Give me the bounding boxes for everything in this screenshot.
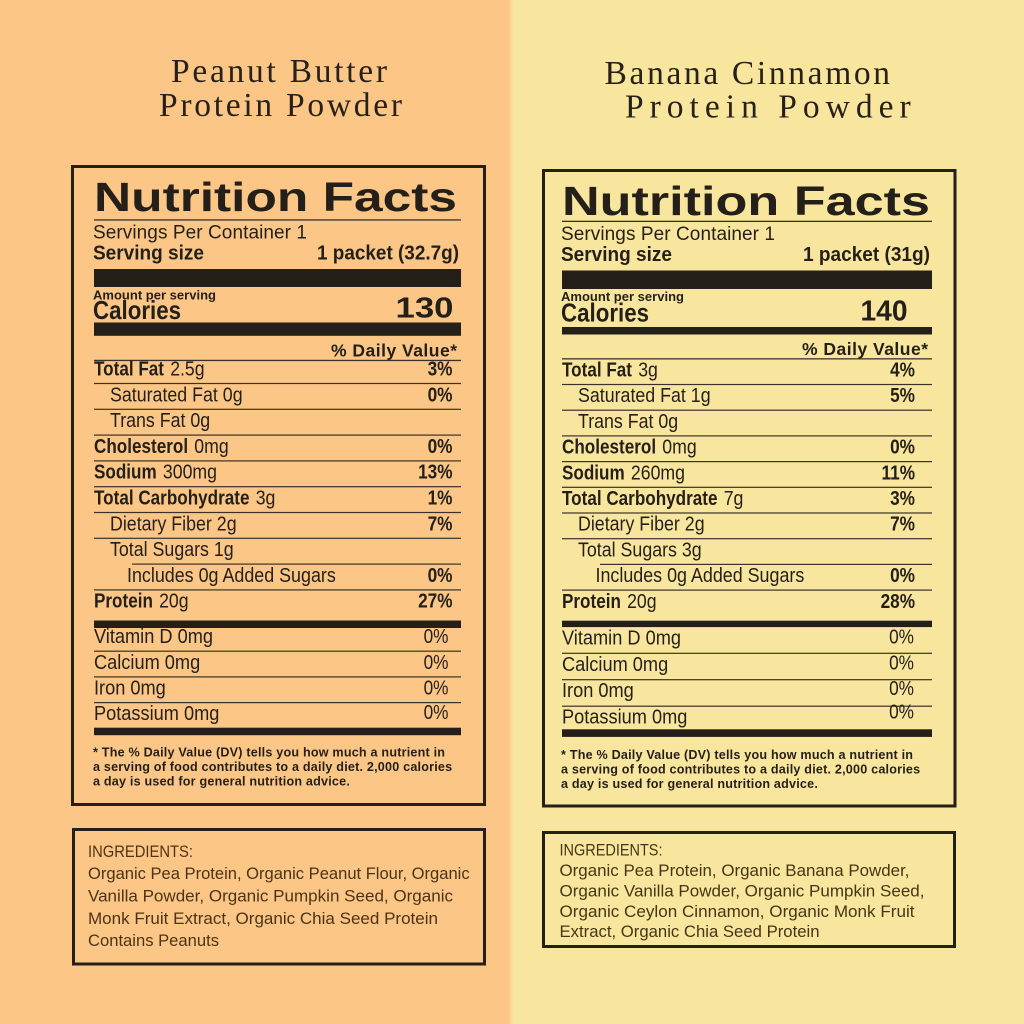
svg-text:% Daily Value*: % Daily Value* xyxy=(331,340,457,360)
svg-text:Nutrition Facts: Nutrition Facts xyxy=(562,178,930,224)
svg-text:Dietary Fiber 2g: Dietary Fiber 2g xyxy=(110,513,237,535)
svg-text:0%: 0% xyxy=(428,565,453,587)
svg-text:260mg: 260mg xyxy=(631,462,685,484)
svg-text:0%: 0% xyxy=(890,437,915,459)
svg-text:a day is used for general nutr: a day is used for general nutrition advi… xyxy=(93,774,350,788)
svg-text:2.5g: 2.5g xyxy=(170,359,204,381)
svg-text:Organic Vanilla Powder, Organi: Organic Vanilla Powder, Organic Pumpkin … xyxy=(560,881,925,900)
svg-text:Sodium: Sodium xyxy=(94,462,157,484)
svg-text:0%: 0% xyxy=(424,678,449,700)
svg-text:a serving of food contributes: a serving of food contributes to a daily… xyxy=(561,762,920,776)
svg-text:13%: 13% xyxy=(418,462,453,484)
svg-text:Organic Pea Protein, Organic B: Organic Pea Protein, Organic Banana Powd… xyxy=(560,861,910,880)
svg-text:Total Sugars 1g: Total Sugars 1g xyxy=(110,539,234,561)
svg-text:Organic Ceylon Cinnamon, Organ: Organic Ceylon Cinnamon, Organic Monk Fr… xyxy=(560,902,915,921)
svg-text:Includes 0g Added Sugars: Includes 0g Added Sugars xyxy=(596,565,805,587)
svg-text:Protein: Protein xyxy=(562,591,621,613)
svg-text:Organic Pea Protein, Organic P: Organic Pea Protein, Organic Peanut Flou… xyxy=(88,864,470,883)
svg-text:0%: 0% xyxy=(889,702,914,724)
svg-text:Total Carbohydrate: Total Carbohydrate xyxy=(94,488,250,510)
svg-text:a serving of food contributes: a serving of food contributes to a daily… xyxy=(93,760,452,774)
svg-text:* The % Daily Value (DV) tells: * The % Daily Value (DV) tells you how m… xyxy=(93,746,445,760)
svg-text:3%: 3% xyxy=(890,488,915,510)
svg-text:Trans Fat 0g: Trans Fat 0g xyxy=(110,410,210,432)
svg-text:Total Sugars 3g: Total Sugars 3g xyxy=(578,539,702,561)
svg-text:Amount per serving: Amount per serving xyxy=(93,288,216,303)
svg-text:Protein Powder: Protein Powder xyxy=(625,88,911,125)
svg-text:a day is used for general nutr: a day is used for general nutrition advi… xyxy=(561,777,818,791)
svg-text:Protein: Protein xyxy=(94,591,153,613)
svg-text:20g: 20g xyxy=(627,591,657,613)
svg-text:Potassium 0mg: Potassium 0mg xyxy=(562,707,687,729)
svg-text:0%: 0% xyxy=(889,653,914,675)
svg-text:20g: 20g xyxy=(159,591,189,613)
svg-text:Vanilla Powder, Organic Pumpki: Vanilla Powder, Organic Pumpkin Seed, Or… xyxy=(88,886,453,905)
svg-text:4%: 4% xyxy=(890,360,915,382)
svg-text:Includes 0g Added Sugars: Includes 0g Added Sugars xyxy=(127,565,336,587)
svg-text:Total Fat: Total Fat xyxy=(94,359,164,381)
svg-text:130: 130 xyxy=(396,293,454,325)
svg-text:0%: 0% xyxy=(424,702,449,724)
svg-text:0%: 0% xyxy=(889,627,914,649)
svg-text:7g: 7g xyxy=(724,488,744,510)
svg-text:0%: 0% xyxy=(428,436,453,458)
svg-text:INGREDIENTS:: INGREDIENTS: xyxy=(560,841,663,860)
svg-text:Serving size: Serving size xyxy=(561,244,672,266)
svg-text:27%: 27% xyxy=(418,591,453,613)
svg-text:3g: 3g xyxy=(256,488,276,510)
svg-text:Calcium 0mg: Calcium 0mg xyxy=(94,652,200,674)
svg-text:Vitamin D 0mg: Vitamin D 0mg xyxy=(562,627,681,649)
svg-text:Saturated Fat 0g: Saturated Fat 0g xyxy=(110,384,243,406)
svg-text:140: 140 xyxy=(861,296,908,328)
svg-text:Calories: Calories xyxy=(561,298,649,328)
svg-text:0%: 0% xyxy=(889,678,914,700)
svg-text:3%: 3% xyxy=(428,359,453,381)
svg-text:Calories: Calories xyxy=(93,295,181,325)
svg-text:Potassium 0mg: Potassium 0mg xyxy=(94,703,219,725)
svg-text:Amount per serving: Amount per serving xyxy=(561,289,684,304)
svg-text:0%: 0% xyxy=(424,652,449,674)
svg-text:0%: 0% xyxy=(424,626,449,648)
svg-text:* The % Daily Value (DV) tells: * The % Daily Value (DV) tells you how m… xyxy=(561,748,913,762)
svg-text:Contains Peanuts: Contains Peanuts xyxy=(88,931,219,950)
svg-text:7%: 7% xyxy=(890,514,915,536)
svg-text:0mg: 0mg xyxy=(194,436,228,458)
svg-text:Iron 0mg: Iron 0mg xyxy=(562,680,634,702)
svg-text:Sodium: Sodium xyxy=(562,462,625,484)
svg-text:Cholesterol: Cholesterol xyxy=(94,436,188,458)
svg-text:Peanut Butter: Peanut Butter xyxy=(171,53,387,90)
svg-text:% Daily Value*: % Daily Value* xyxy=(802,339,928,359)
svg-text:5%: 5% xyxy=(890,385,915,407)
svg-text:1%: 1% xyxy=(428,488,453,510)
svg-text:Extract, Organic Chia Seed Pro: Extract, Organic Chia Seed Protein xyxy=(560,922,820,941)
svg-text:7%: 7% xyxy=(428,513,453,535)
svg-text:3g: 3g xyxy=(638,360,658,382)
svg-text:0%: 0% xyxy=(890,565,915,587)
svg-text:0mg: 0mg xyxy=(662,437,696,459)
svg-text:Trans Fat 0g: Trans Fat 0g xyxy=(578,411,678,433)
svg-text:Nutrition Facts: Nutrition Facts xyxy=(94,174,457,220)
svg-text:Servings Per Container 1: Servings Per Container 1 xyxy=(93,222,307,243)
svg-text:Servings Per Container 1: Servings Per Container 1 xyxy=(561,224,775,245)
svg-text:INGREDIENTS:: INGREDIENTS: xyxy=(88,842,193,861)
svg-text:Dietary Fiber 2g: Dietary Fiber 2g xyxy=(578,514,705,536)
svg-text:Total Carbohydrate: Total Carbohydrate xyxy=(562,488,718,510)
svg-text:11%: 11% xyxy=(882,462,916,484)
svg-text:Banana Cinnamon: Banana Cinnamon xyxy=(605,55,891,92)
svg-text:0%: 0% xyxy=(428,384,453,406)
svg-text:1 packet (31g): 1 packet (31g) xyxy=(803,244,930,266)
svg-text:Cholesterol: Cholesterol xyxy=(562,437,656,459)
svg-text:Serving size: Serving size xyxy=(93,243,204,265)
svg-text:Iron 0mg: Iron 0mg xyxy=(94,678,166,700)
svg-text:28%: 28% xyxy=(881,591,916,613)
svg-text:Monk Fruit Extract, Organic Ch: Monk Fruit Extract, Organic Chia Seed Pr… xyxy=(88,909,438,928)
svg-text:Calcium 0mg: Calcium 0mg xyxy=(562,654,668,676)
svg-text:Protein Powder: Protein Powder xyxy=(159,87,402,124)
svg-text:Total Fat: Total Fat xyxy=(562,360,632,382)
svg-text:Saturated Fat 1g: Saturated Fat 1g xyxy=(578,385,711,407)
svg-text:Vitamin D 0mg: Vitamin D 0mg xyxy=(94,626,213,648)
svg-text:300mg: 300mg xyxy=(163,462,217,484)
svg-text:1 packet (32.7g): 1 packet (32.7g) xyxy=(317,243,459,265)
